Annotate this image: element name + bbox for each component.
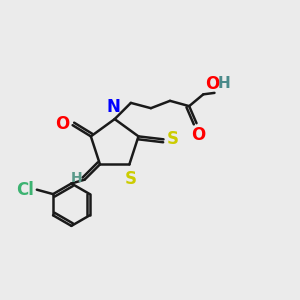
- Text: N: N: [106, 98, 120, 116]
- Text: H: H: [71, 171, 82, 185]
- Text: O: O: [191, 126, 205, 144]
- Text: S: S: [125, 170, 137, 188]
- Text: H: H: [218, 76, 230, 92]
- Text: Cl: Cl: [16, 181, 34, 199]
- Text: O: O: [56, 115, 70, 133]
- Text: O: O: [205, 75, 219, 93]
- Text: S: S: [167, 130, 179, 148]
